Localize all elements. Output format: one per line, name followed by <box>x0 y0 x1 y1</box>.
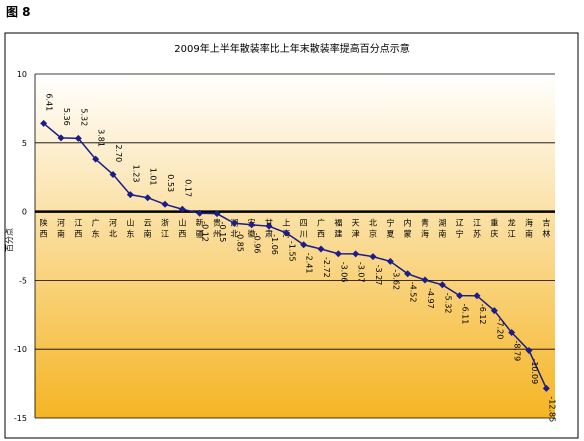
x-tick-label: 天津 <box>352 219 360 239</box>
x-tick-label: 河北 <box>109 218 117 239</box>
data-label: -7.20 <box>495 319 504 340</box>
data-label: -1.06 <box>270 234 279 255</box>
x-tick-label: 陕西 <box>40 218 48 239</box>
plot-area <box>35 74 555 418</box>
data-label: -8.79 <box>513 341 522 362</box>
data-point <box>525 346 533 354</box>
data-label: -4.52 <box>409 282 418 303</box>
data-label: -0.85 <box>235 231 244 252</box>
x-tick-label: 辽宁 <box>456 219 464 239</box>
data-point <box>473 292 481 300</box>
x-tick-label: 四川 <box>300 219 308 239</box>
data-label: 1.23 <box>131 165 140 183</box>
x-tick-label: 重庆 <box>490 218 498 239</box>
data-label: 2.70 <box>114 144 123 162</box>
data-point <box>542 384 550 392</box>
data-point <box>144 194 152 202</box>
data-label: -0.12 <box>201 221 210 242</box>
data-point <box>456 292 464 300</box>
data-label: -6.11 <box>461 304 470 325</box>
x-tick-label: 山东 <box>126 218 134 239</box>
data-label: -1.55 <box>287 241 296 262</box>
x-tick-label: 湖南 <box>438 219 446 239</box>
figure-label: 图 8 <box>6 5 31 19</box>
data-label: 0.17 <box>183 179 192 197</box>
data-label: 5.36 <box>62 108 71 126</box>
data-label: -10.09 <box>530 358 539 384</box>
data-point <box>57 134 65 142</box>
data-point <box>490 307 498 315</box>
x-tick-label: 青海 <box>421 218 429 239</box>
x-tick-label: 龙江 <box>508 218 516 239</box>
data-point <box>404 270 412 278</box>
data-label: -12.85 <box>547 396 556 422</box>
data-point <box>352 250 360 258</box>
x-tick-label: 江西 <box>74 219 82 239</box>
data-point <box>109 170 117 178</box>
x-tick-label: 浙江 <box>161 218 169 239</box>
data-point <box>161 200 169 208</box>
data-label: -3.06 <box>339 262 348 283</box>
x-tick-label: 广西 <box>317 218 325 239</box>
data-label: 1.01 <box>149 168 158 186</box>
y-tick-label: 10 <box>17 70 27 79</box>
x-tick-label: 宁夏 <box>386 218 394 239</box>
data-point <box>74 134 82 142</box>
chart-title: 2009年上半年散装率比上年末散装率提高百分点示意 <box>174 42 409 55</box>
x-tick-label: 海南 <box>525 218 533 239</box>
x-tick-label: 贵州 <box>213 218 221 239</box>
data-point <box>265 222 273 230</box>
data-label: -5.32 <box>443 293 452 314</box>
x-tick-label: 内蒙 <box>404 218 412 239</box>
x-tick-label: 福建 <box>334 219 342 239</box>
data-point <box>40 119 48 127</box>
data-label: 3.81 <box>97 129 106 147</box>
data-point <box>421 276 429 284</box>
y-tick-label: -10 <box>14 345 27 354</box>
data-point <box>334 250 342 258</box>
data-point <box>317 245 325 253</box>
data-point <box>508 329 516 337</box>
data-point <box>248 221 256 229</box>
data-label: -2.41 <box>305 253 314 274</box>
data-point <box>369 253 377 261</box>
x-tick-label: 甘肃 <box>265 218 273 239</box>
data-label: -3.07 <box>357 262 366 283</box>
data-label: -0.15 <box>218 222 227 243</box>
y-axis-label: 百分点 <box>5 228 14 252</box>
data-point <box>386 257 394 265</box>
x-tick-label: 河南 <box>57 218 65 239</box>
y-tick-label: 5 <box>22 139 27 148</box>
data-label: 5.32 <box>79 108 88 126</box>
x-tick-label: 云南 <box>144 219 152 239</box>
data-point <box>92 155 100 163</box>
data-point <box>438 281 446 289</box>
x-tick-label: 北京 <box>369 219 377 239</box>
data-point <box>282 229 290 237</box>
data-point <box>300 241 308 249</box>
x-tick-label: 山西 <box>178 218 186 239</box>
data-point <box>178 205 186 213</box>
data-point <box>213 210 221 218</box>
data-label: -0.96 <box>253 233 262 254</box>
data-label: -3.27 <box>374 265 383 286</box>
y-tick-label: -15 <box>14 414 27 423</box>
data-label: 0.53 <box>166 174 175 192</box>
data-point <box>196 209 204 217</box>
data-label: -6.12 <box>478 304 487 325</box>
data-label: -4.97 <box>426 288 435 309</box>
data-label: -2.72 <box>322 257 331 278</box>
data-point <box>230 219 238 227</box>
data-point <box>126 191 134 199</box>
x-tick-label: 江苏 <box>473 219 481 239</box>
x-tick-label: 广东 <box>92 218 100 239</box>
data-label: 6.41 <box>45 93 54 111</box>
x-tick-label: 新疆 <box>196 218 204 239</box>
x-tick-label: 吉林 <box>542 219 550 239</box>
y-tick-label: 0 <box>22 208 27 217</box>
data-label: -3.62 <box>391 269 400 290</box>
y-tick-label: -5 <box>19 276 27 285</box>
